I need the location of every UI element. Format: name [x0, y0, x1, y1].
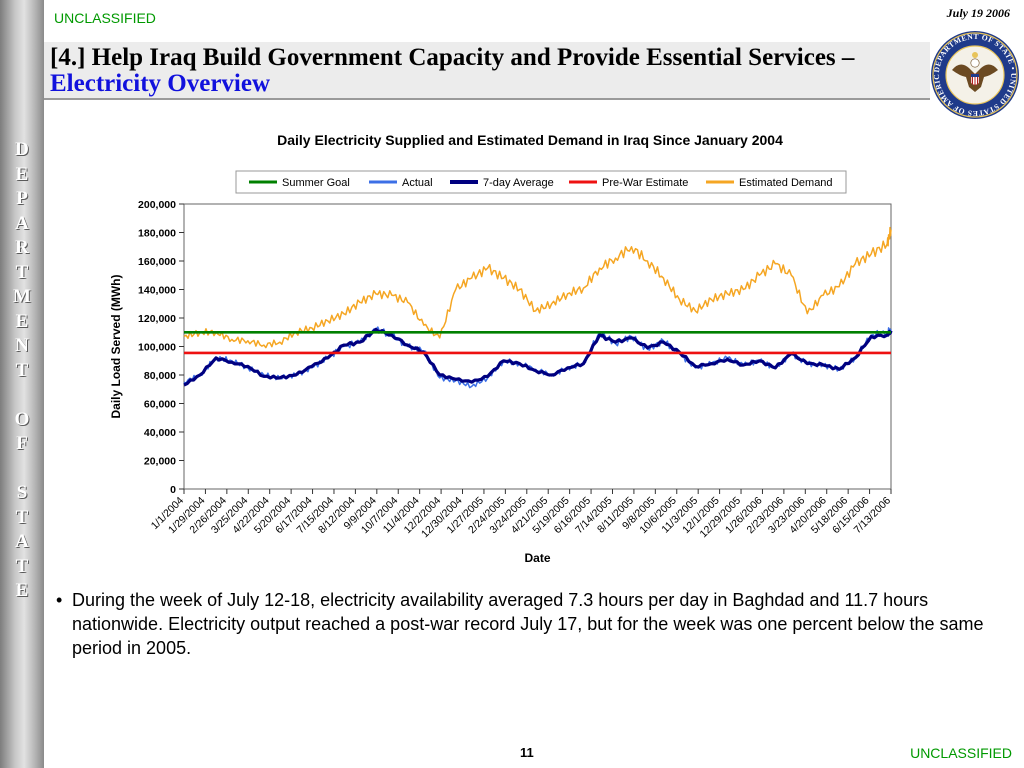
- sidebar-letter: [0, 383, 44, 408]
- sidebar-letter: T: [15, 359, 29, 381]
- y-tick-label-7: 140,000: [138, 285, 176, 297]
- y-tick-label-5: 100,000: [138, 342, 176, 354]
- eagle-icon: [952, 52, 998, 92]
- sidebar-letter: E: [15, 580, 29, 601]
- classification-bottom: UNCLASSIFIED: [910, 745, 1012, 761]
- sidebar-letter: R: [15, 237, 29, 258]
- legend-label-2: 7-day Average: [483, 177, 554, 189]
- slide-date: July 19 2006: [946, 6, 1010, 20]
- sidebar-letter: T: [15, 555, 29, 577]
- y-tick-label-1: 20,000: [144, 456, 176, 468]
- sidebar-letter: T: [15, 506, 29, 528]
- plot-area: [183, 203, 892, 490]
- sidebar-letter: E: [15, 310, 29, 332]
- legend-label-3: Pre-War Estimate: [602, 177, 688, 189]
- y-tick-label-2: 40,000: [144, 427, 176, 439]
- sidebar-letter: [0, 457, 44, 482]
- legend-label-4: Estimated Demand: [739, 177, 833, 189]
- sidebar-letter: P: [16, 188, 28, 209]
- sidebar-letter: T: [15, 261, 29, 283]
- y-tick-label-6: 120,000: [138, 313, 176, 325]
- page-number: 11: [520, 745, 534, 760]
- legend-box: [235, 170, 847, 194]
- sidebar-letter: A: [15, 531, 29, 552]
- y-tick-label-4: 80,000: [144, 370, 176, 382]
- y-tick-label-0: 0: [170, 484, 176, 496]
- title-main: [4.] Help Iraq Build Government Capacity…: [50, 44, 855, 71]
- state-department-seal: DEPARTMENT OF STATE • UNITED STATES OF A…: [930, 30, 1019, 119]
- sidebar-letter: S: [16, 482, 28, 503]
- bullet-dot: •: [56, 590, 63, 610]
- sidebar-letter: N: [15, 335, 29, 356]
- sidebar-letter: A: [15, 212, 29, 234]
- y-tick-label-9: 180,000: [138, 228, 176, 240]
- sidebar-letter: O: [14, 408, 30, 430]
- legend-label-1: Actual: [402, 177, 433, 189]
- sidebar-letter: F: [16, 433, 28, 454]
- y-axis-label: Daily Load Served (MWh): [109, 274, 123, 418]
- classification-top: UNCLASSIFIED: [54, 10, 156, 26]
- electricity-chart: Daily Electricity Supplied and Estimated…: [109, 132, 893, 565]
- slide-title: [4.] Help Iraq Build Government Capacity…: [50, 45, 910, 97]
- legend-label-0: Summer Goal: [282, 177, 350, 189]
- chart-title: Daily Electricity Supplied and Estimated…: [277, 132, 783, 148]
- title-band: [44, 42, 930, 100]
- y-tick-label-8: 160,000: [138, 256, 176, 268]
- summary-text: During the week of July 12-18, electrici…: [72, 590, 984, 658]
- y-tick-label-10: 200,000: [138, 199, 176, 211]
- series-line-7-day-average: [183, 327, 893, 387]
- sidebar-letter: M: [13, 286, 31, 307]
- y-tick-label-3: 60,000: [144, 399, 176, 411]
- title-accent: Electricity Overview: [50, 70, 271, 97]
- x-axis-label: Date: [524, 551, 550, 565]
- summary-bullet: • During the week of July 12-18, electri…: [56, 588, 1006, 660]
- sidebar-letter: E: [15, 163, 29, 185]
- sidebar-letter: D: [15, 139, 29, 160]
